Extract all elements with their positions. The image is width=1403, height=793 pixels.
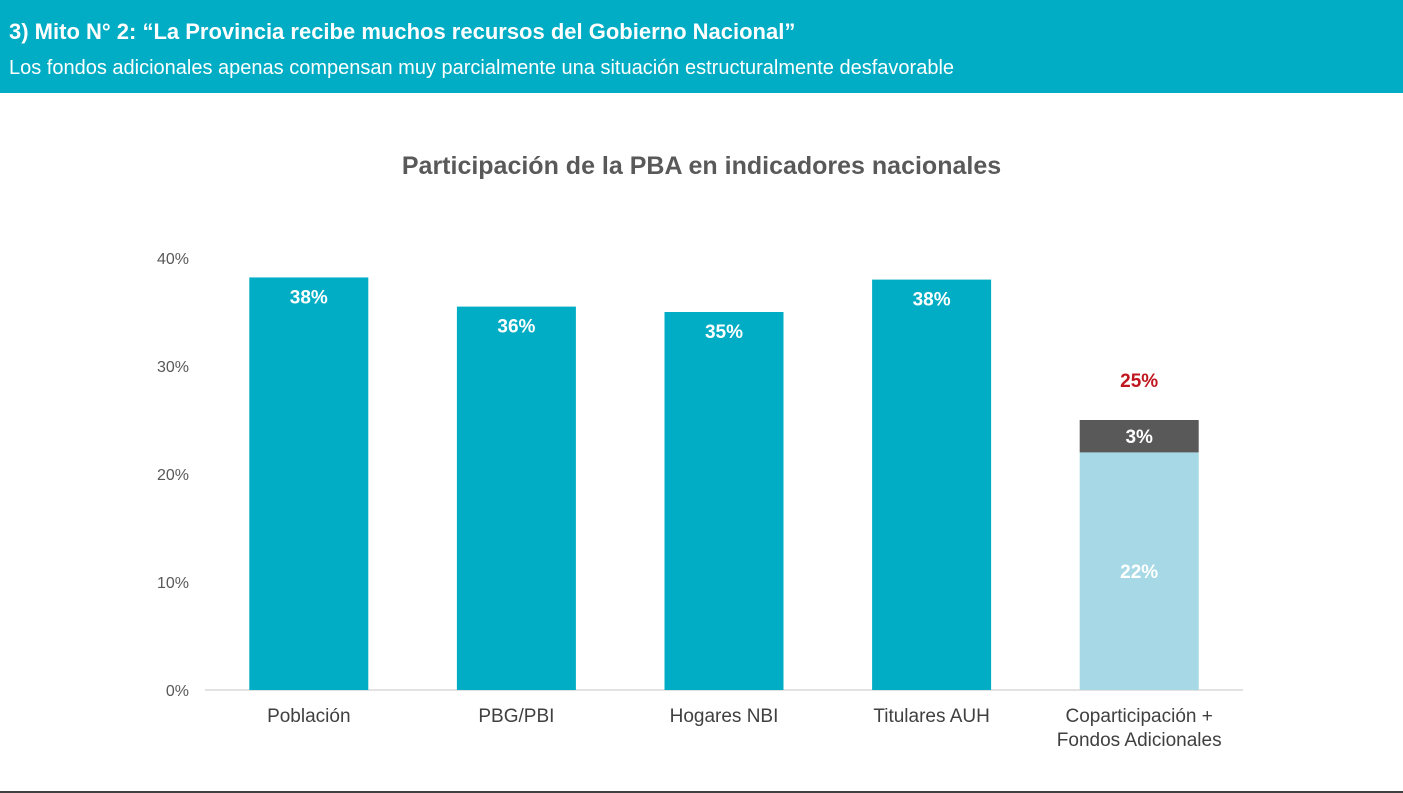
bar-value-label: 22% [1120, 562, 1158, 583]
bar-value-label: 38% [290, 287, 328, 308]
x-category-label: Hogares NBI [670, 706, 779, 727]
bar-segment [249, 277, 369, 690]
slide-subtitle: Los fondos adicionales apenas compensan … [9, 57, 955, 79]
bar-segment [1079, 420, 1199, 453]
bar-segment [456, 306, 576, 690]
chart-title: Participación de la PBA en indicadores n… [401, 152, 1002, 180]
y-tick-label: 30% [157, 359, 189, 376]
x-category-label: Coparticipación + [1066, 706, 1213, 727]
bar-segment [1079, 452, 1199, 690]
header-banner: 3) Mito N° 2: “La Provincia recibe mucho… [0, 0, 1403, 93]
bar-segment [664, 312, 784, 690]
bar-value-label: 3% [1125, 427, 1153, 448]
x-category-label: Población [267, 706, 350, 727]
slide-title: 3) Mito N° 2: “La Provincia recibe mucho… [9, 19, 796, 44]
bar-total-label: 25% [1120, 371, 1158, 392]
bar-value-label: 36% [497, 317, 535, 338]
x-category-label: PBG/PBI [478, 706, 554, 727]
bottom-rule [0, 791, 1403, 793]
y-tick-label: 40% [157, 251, 189, 268]
x-category-label: Titulares AUH [873, 706, 990, 727]
y-tick-label: 20% [157, 467, 189, 484]
bar-segment [872, 279, 992, 690]
bar-value-label: 35% [705, 322, 743, 343]
x-category-label: Fondos Adicionales [1057, 730, 1222, 751]
y-tick-label: 0% [166, 683, 189, 700]
y-tick-label: 10% [157, 575, 189, 592]
bar-value-label: 38% [913, 290, 951, 311]
